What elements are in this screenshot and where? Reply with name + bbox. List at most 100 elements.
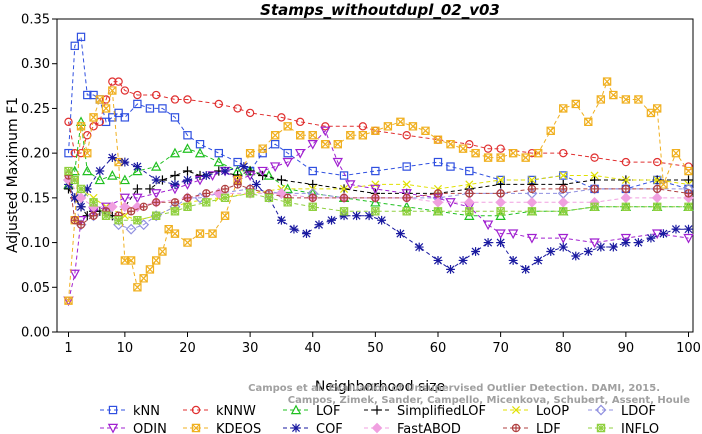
data-point bbox=[496, 238, 506, 247]
data-point bbox=[170, 113, 180, 122]
data-point-ring bbox=[76, 220, 86, 229]
data-point bbox=[465, 180, 474, 189]
data-point bbox=[646, 233, 656, 243]
data-point bbox=[596, 95, 606, 104]
data-point bbox=[321, 122, 330, 131]
data-point bbox=[202, 189, 210, 197]
legend-label: LOF bbox=[316, 404, 341, 419]
data-point-ring bbox=[590, 184, 599, 194]
data-point bbox=[270, 140, 280, 149]
data-point bbox=[465, 207, 474, 216]
data-point bbox=[191, 405, 201, 415]
data-point bbox=[396, 117, 405, 127]
data-point bbox=[89, 122, 98, 131]
data-point bbox=[170, 229, 180, 238]
data-point bbox=[620, 192, 632, 204]
data-point bbox=[194, 147, 206, 158]
data-point bbox=[277, 215, 286, 225]
data-point bbox=[508, 148, 518, 158]
data-point bbox=[183, 131, 192, 140]
data-point bbox=[76, 32, 86, 42]
series-line-odin bbox=[68, 129, 689, 301]
series-knnw bbox=[64, 77, 693, 171]
data-point bbox=[345, 180, 356, 190]
legend-item-inflo: INFLO bbox=[588, 422, 659, 434]
data-point bbox=[245, 189, 255, 198]
data-point bbox=[465, 139, 474, 149]
data-point bbox=[633, 238, 643, 247]
data-point bbox=[651, 192, 663, 204]
data-point bbox=[101, 211, 111, 220]
data-point bbox=[150, 189, 162, 199]
data-point bbox=[358, 122, 368, 131]
data-point bbox=[258, 144, 267, 153]
series-line-cof bbox=[68, 157, 689, 271]
data-point bbox=[71, 216, 79, 224]
data-point bbox=[282, 157, 293, 168]
data-point bbox=[559, 171, 568, 180]
x-tick-label: 100 bbox=[676, 341, 701, 356]
data-point bbox=[95, 166, 105, 176]
data-point bbox=[132, 184, 142, 194]
y-tick-label: 0.30 bbox=[21, 57, 50, 72]
legend-label: FastABOD bbox=[397, 422, 461, 434]
data-point bbox=[465, 166, 474, 176]
data-point bbox=[496, 144, 505, 153]
legend-label: ODIN bbox=[133, 422, 167, 434]
data-point bbox=[559, 185, 567, 193]
legend-label: kNNW bbox=[216, 404, 256, 419]
data-point-ring bbox=[139, 202, 148, 211]
data-point bbox=[571, 99, 580, 109]
data-point bbox=[620, 233, 632, 244]
data-point-ring bbox=[220, 184, 230, 194]
data-point bbox=[527, 148, 537, 158]
data-point bbox=[245, 166, 255, 176]
data-point bbox=[584, 117, 593, 127]
data-point bbox=[70, 41, 79, 51]
data-point bbox=[276, 188, 287, 199]
watermark-line-2: Campos, Zimek, Sander, Campello, Micenko… bbox=[288, 395, 690, 406]
data-point bbox=[114, 216, 123, 225]
data-point bbox=[195, 140, 205, 149]
data-point bbox=[458, 144, 468, 153]
data-point bbox=[70, 175, 79, 185]
data-point bbox=[64, 166, 73, 176]
data-point bbox=[595, 404, 607, 416]
data-point bbox=[283, 198, 292, 207]
data-point bbox=[483, 144, 493, 153]
data-point bbox=[527, 207, 537, 216]
legend-item-simplifiedlof: SimplifiedLOF bbox=[364, 404, 486, 419]
data-point bbox=[95, 117, 105, 127]
data-point-ring bbox=[308, 193, 317, 203]
data-point bbox=[571, 251, 581, 261]
data-point bbox=[70, 148, 79, 158]
data-point bbox=[82, 184, 92, 194]
y-tick-label: 0.20 bbox=[21, 147, 50, 162]
data-point bbox=[77, 221, 85, 229]
data-point bbox=[433, 256, 443, 265]
data-point bbox=[652, 202, 662, 211]
data-point bbox=[653, 185, 661, 193]
data-point bbox=[339, 207, 349, 216]
data-point bbox=[609, 90, 618, 100]
data-point bbox=[320, 126, 331, 137]
data-point bbox=[125, 223, 137, 235]
data-point bbox=[296, 131, 305, 140]
data-point bbox=[483, 153, 493, 162]
legend-item-cof: COF bbox=[283, 422, 343, 434]
data-point-ring bbox=[202, 189, 211, 198]
data-point bbox=[257, 166, 268, 177]
data-point bbox=[596, 242, 606, 252]
legend-item-ldof: LDOF bbox=[588, 404, 656, 419]
legend-item-kdeos: KDEOS bbox=[183, 422, 261, 434]
data-point bbox=[483, 238, 493, 247]
data-point bbox=[684, 189, 693, 197]
data-point-ring bbox=[126, 207, 136, 216]
data-point bbox=[433, 184, 443, 193]
y-tick-label: 0.35 bbox=[21, 13, 50, 28]
data-point bbox=[403, 194, 411, 202]
data-point bbox=[151, 211, 161, 220]
data-point bbox=[133, 216, 142, 225]
data-point bbox=[589, 175, 600, 185]
data-point bbox=[558, 233, 569, 244]
